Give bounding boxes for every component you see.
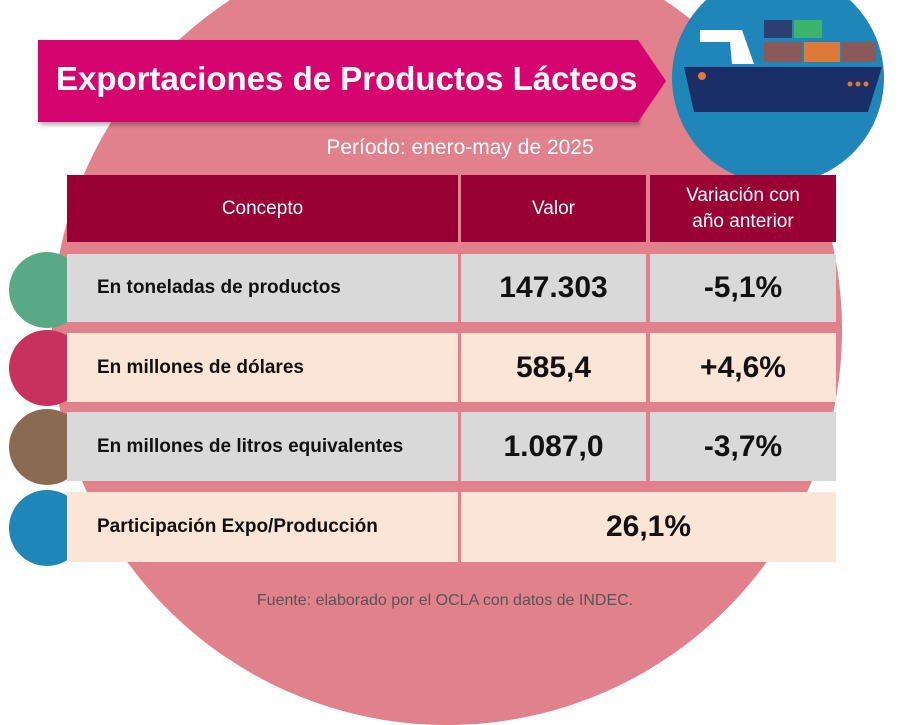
row-concepto: En toneladas de productos: [67, 254, 458, 322]
header-valor: Valor: [461, 175, 646, 242]
title-banner: Exportaciones de Productos Lácteos: [38, 40, 666, 122]
row-valor: 1.087,0: [461, 412, 646, 481]
row-concepto: Participación Expo/Producción: [67, 492, 458, 562]
page-title: Exportaciones de Productos Lácteos: [56, 60, 638, 97]
header-variacion: Variación con año anterior: [650, 175, 836, 242]
row-valor: 26,1%: [461, 492, 836, 562]
cargo-ship-icon: [672, 0, 884, 184]
period-label: Período: enero-may de 2025: [326, 136, 594, 159]
row-concepto: En millones de litros equivalentes: [67, 412, 458, 481]
row-valor: 585,4: [461, 333, 646, 402]
row-valor: 147.303: [461, 254, 646, 322]
row-variacion: -5,1%: [650, 254, 836, 322]
source-footer: Fuente: elaborado por el OCLA con datos …: [256, 592, 634, 609]
header-concepto: Concepto: [67, 175, 458, 242]
row-variacion: -3,7%: [650, 412, 836, 481]
row-variacion: +4,6%: [650, 333, 836, 402]
row-concepto: En millones de dólares: [67, 333, 458, 402]
